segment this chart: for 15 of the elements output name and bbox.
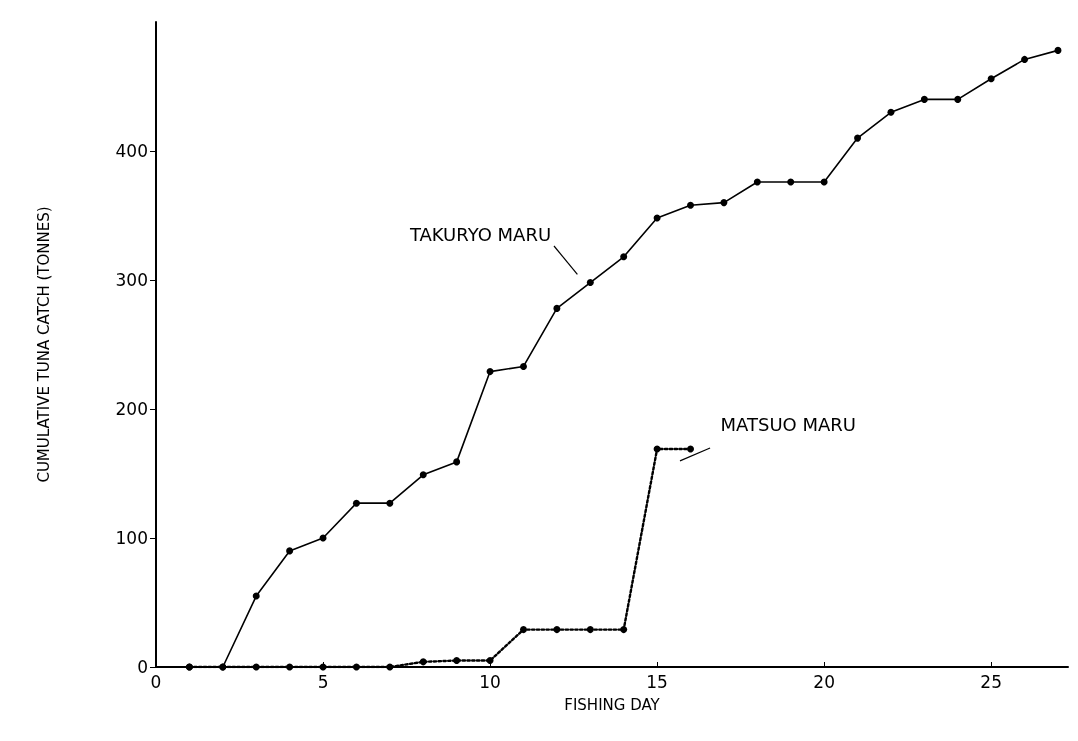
y-tick-label: 0 bbox=[137, 657, 148, 677]
y-tick-label: 100 bbox=[115, 528, 148, 548]
y-tick-label: 300 bbox=[115, 270, 148, 290]
series-label: MATSUO MARU bbox=[720, 413, 857, 435]
x-tick-label: 5 bbox=[317, 671, 329, 692]
x-tick-label: 15 bbox=[646, 671, 668, 692]
x-tick-label: 20 bbox=[813, 671, 835, 692]
x-tick-label: 0 bbox=[150, 671, 162, 692]
y-tick-label: 200 bbox=[115, 399, 148, 419]
x-tick-label: 10 bbox=[479, 671, 501, 692]
y-axis-title: CUMULATIVE TUNA CATCH (TONNES) bbox=[34, 206, 53, 483]
y-tick-label: 400 bbox=[115, 141, 148, 161]
x-axis-title: FISHING DAY bbox=[564, 695, 661, 714]
text: TAKURYO MARU bbox=[408, 224, 552, 246]
x-tick-label: 25 bbox=[980, 671, 1002, 692]
